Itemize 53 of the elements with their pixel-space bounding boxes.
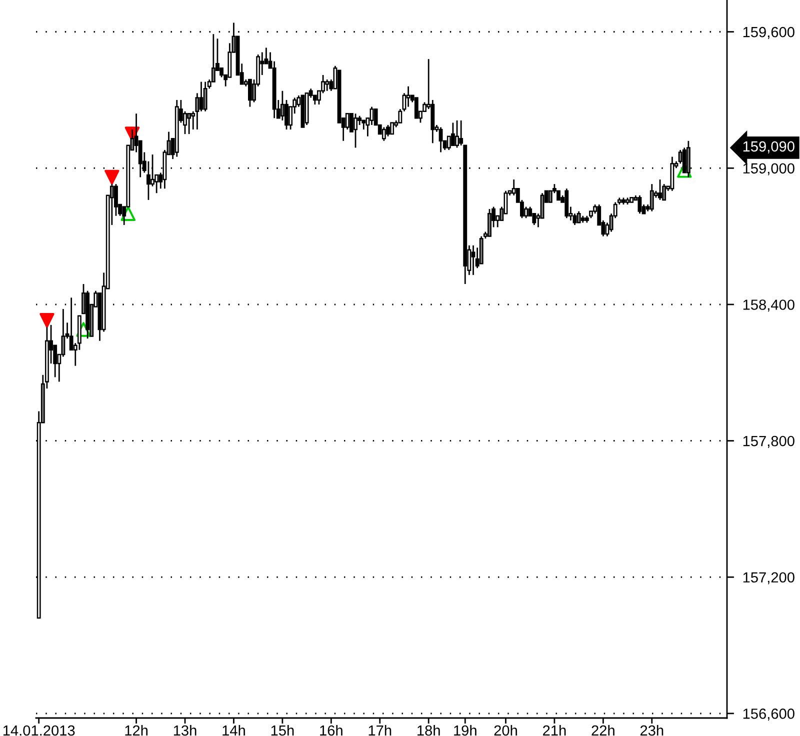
candlestick <box>438 126 443 153</box>
candlestick <box>488 208 492 237</box>
candlestick <box>199 81 204 112</box>
candlestick <box>280 90 284 122</box>
x-tick-label: 22h <box>592 724 614 736</box>
point <box>104 170 120 185</box>
point <box>76 322 91 337</box>
x-tick-label: 17h <box>368 724 392 736</box>
candlestick <box>662 183 666 201</box>
y-tick-label: 159,600 <box>743 26 794 39</box>
candlestick <box>414 97 418 119</box>
candlestick <box>658 178 662 201</box>
candlestick <box>650 183 654 212</box>
candlestick <box>390 122 394 135</box>
candlestick <box>248 78 252 108</box>
point <box>120 206 136 221</box>
text: 159,090 <box>743 141 794 154</box>
candlestick <box>325 78 330 92</box>
x-tick-label: 12h <box>125 724 148 736</box>
candlestick <box>187 112 192 135</box>
y-tick-label: 157,800 <box>743 436 794 448</box>
x-tick-label: 14.01.2013 <box>3 725 75 736</box>
candlestick <box>220 67 224 78</box>
candlestick <box>386 124 390 138</box>
candlestick <box>354 112 358 148</box>
point <box>40 312 54 328</box>
y-tick-label: 158,400 <box>743 300 794 312</box>
y-tick-label: 159,000 <box>743 163 794 176</box>
candlestick <box>446 136 451 151</box>
x-tick-label: 23h <box>640 724 664 736</box>
candlestick <box>471 244 476 276</box>
candlestick <box>382 126 386 142</box>
candlestick <box>576 210 581 224</box>
x-tick-label: 19h <box>454 724 476 736</box>
x-tick-label: 18h <box>418 724 440 736</box>
x-tick-label: 21h <box>543 724 566 736</box>
x-tick-label: 20h <box>494 724 517 736</box>
candlestick <box>345 112 350 130</box>
candlestick <box>532 212 536 226</box>
x-tick-label: 16h <box>320 724 342 736</box>
candlestick <box>203 81 208 112</box>
y-tick-label: 157,200 <box>743 572 794 584</box>
candlestick <box>455 120 459 148</box>
candlestick <box>370 106 374 126</box>
candlestick <box>638 194 642 214</box>
candlestick <box>406 86 410 108</box>
x-tick-label: 14h <box>222 724 245 736</box>
y-tick-label: 156,600 <box>743 708 794 721</box>
x-tick-label: 13h <box>174 724 196 736</box>
x-tick-label: 15h <box>271 724 294 736</box>
candlestick <box>362 120 366 130</box>
candlestick <box>450 122 455 146</box>
candlestick <box>358 115 362 126</box>
